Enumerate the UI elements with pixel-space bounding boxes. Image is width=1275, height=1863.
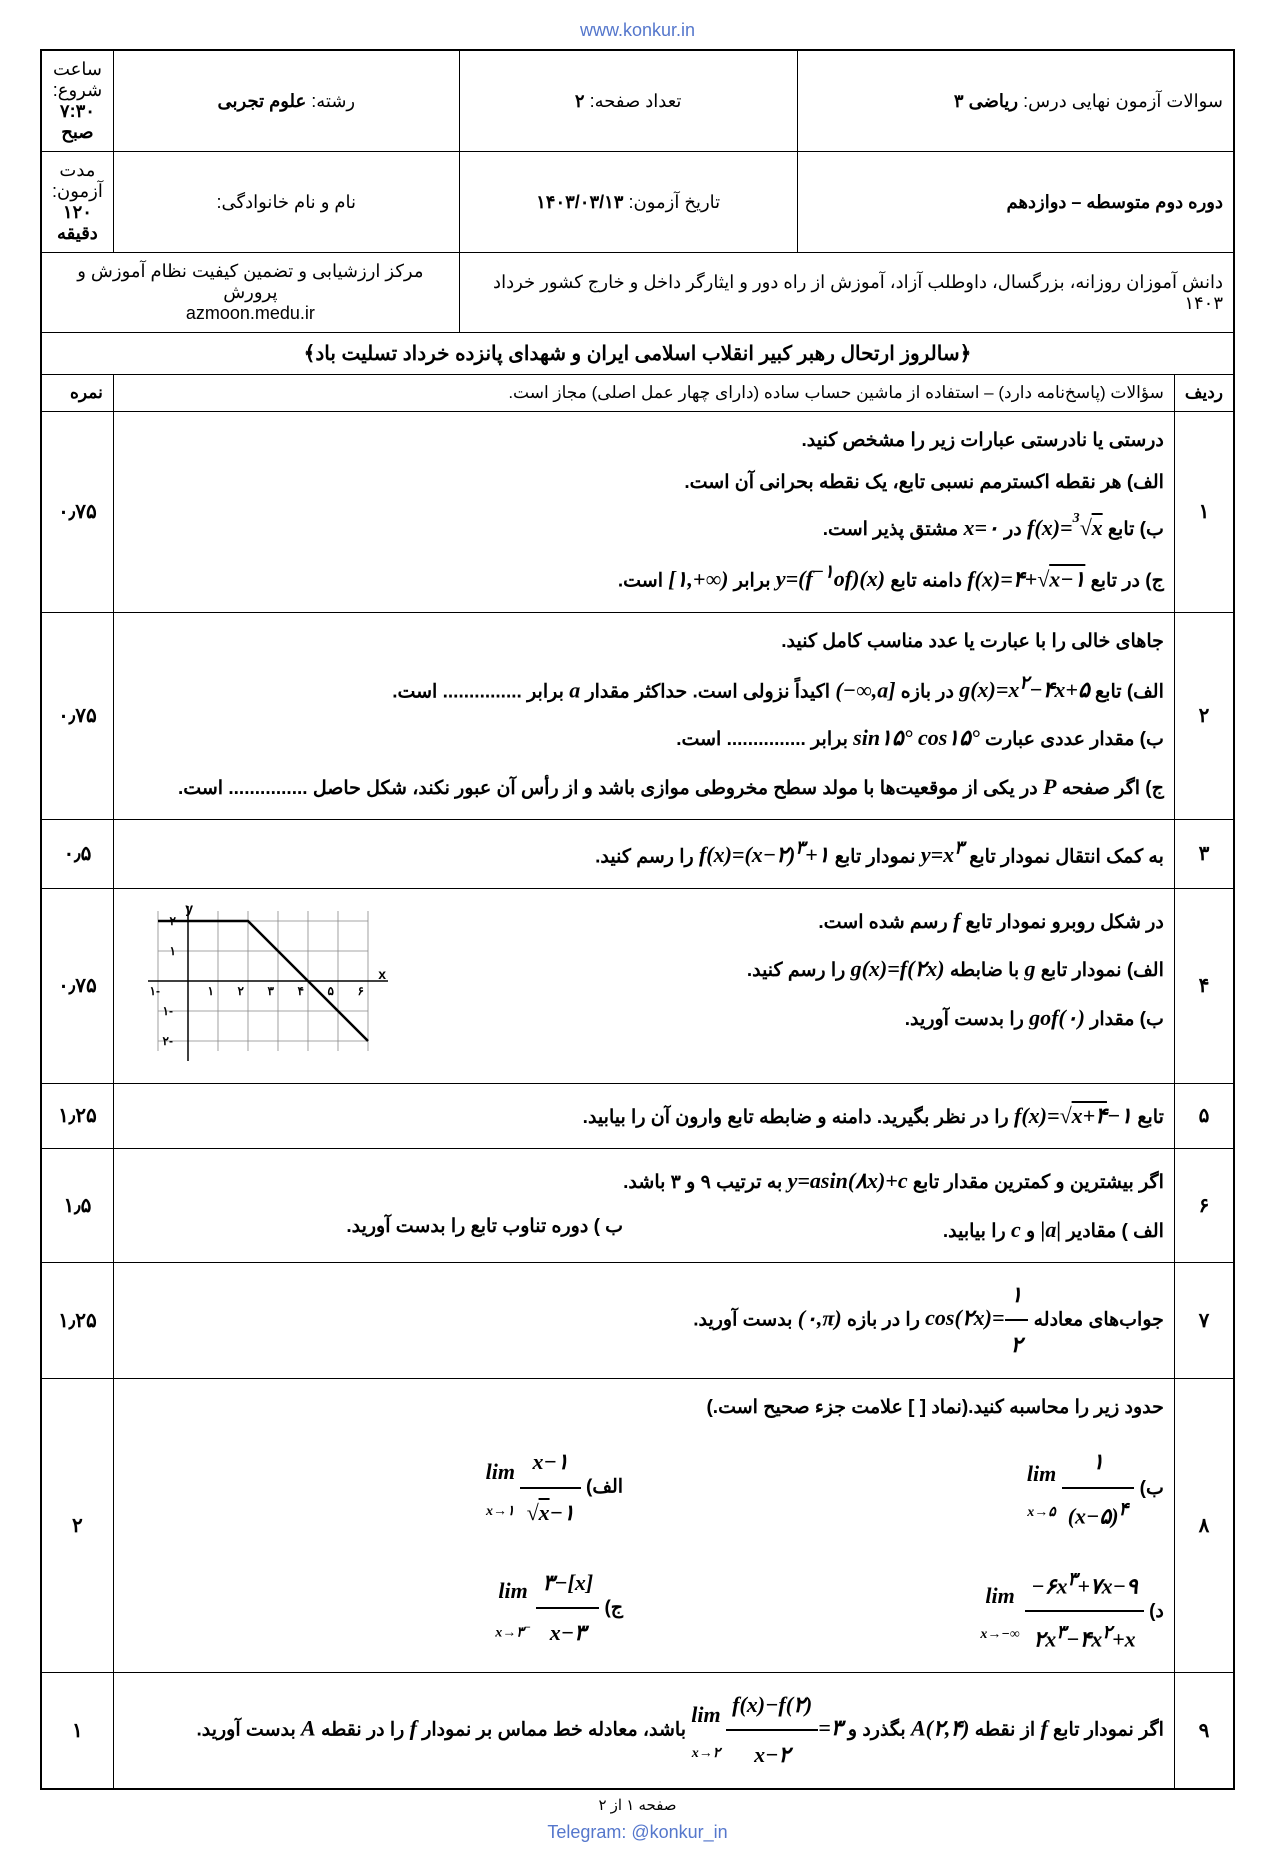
- q5-score: ۱٫۲۵: [41, 1083, 113, 1148]
- q3-num: ۳: [1174, 820, 1234, 889]
- name-cell: نام و نام خانوادگی:: [113, 152, 459, 253]
- q8-d: د) limx→−∞ −۶x۳+۷x−۹۲x۳−۴x۲+x: [665, 1559, 1164, 1664]
- pages-cell: تعداد صفحه: ۲: [459, 50, 797, 152]
- svg-text:۲: ۲: [237, 984, 244, 998]
- svg-text:۱: ۱: [169, 944, 175, 958]
- svg-text:۳: ۳: [267, 984, 274, 998]
- q2-score: ۰٫۷۵: [41, 612, 113, 819]
- field-cell: رشته: علوم تجربی: [113, 50, 459, 152]
- q5-content: تابع f(x)=√x+۴−۱ را در نظر بگیرید. دامنه…: [113, 1083, 1174, 1148]
- exam-table: سوالات آزمون نهایی درس: ریاضی ۳ تعداد صف…: [40, 49, 1235, 1790]
- q8-b: ب) limx→۵ ۱(x−۵)۴: [665, 1438, 1164, 1540]
- svg-text:x: x: [378, 966, 386, 982]
- q1-num: ۱: [1174, 412, 1234, 613]
- center-cell: مرکز ارزشیابی و تضمین کیفیت نظام آموزش و…: [41, 253, 459, 333]
- q6-content: اگر بیشترین و کمترین مقدار تابع y=asin(۸…: [113, 1149, 1174, 1263]
- duration-cell: مدت آزمون: ۱۲۰ دقیقه: [41, 152, 113, 253]
- q7-score: ۱٫۲۵: [41, 1262, 113, 1378]
- q4-num: ۴: [1174, 888, 1234, 1083]
- svg-text:۴: ۴: [297, 984, 303, 998]
- q9-content: اگر نمودار تابع f از نقطه A(۲,۴) بگذرد و…: [113, 1673, 1174, 1789]
- q3-content: به کمک انتقال نمودار تابع y=x۳ نمودار تا…: [113, 820, 1174, 889]
- q6-score: ۱٫۵: [41, 1149, 113, 1263]
- q1-content: درستی یا نادرستی عبارات زیر را مشخص کنید…: [113, 412, 1174, 613]
- start-cell: ساعت شروع: ۷:۳۰ صبح: [41, 50, 113, 152]
- svg-text:y: y: [185, 901, 193, 916]
- q7-num: ۷: [1174, 1262, 1234, 1378]
- q8-a: الف) limx→۱ x−۱√x−۱: [124, 1438, 623, 1540]
- q6-num: ۶: [1174, 1149, 1234, 1263]
- q2-content: جاهای خالی را با عبارت یا عدد مناسب کامل…: [113, 612, 1174, 819]
- svg-text:۶: ۶: [357, 984, 363, 998]
- instructions-cell: سؤالات (پاسخ‌نامه دارد) – استفاده از ماش…: [113, 375, 1174, 412]
- q9-num: ۹: [1174, 1673, 1234, 1789]
- course-cell: سوالات آزمون نهایی درس: ریاضی ۳: [797, 50, 1234, 152]
- q8-score: ۲: [41, 1378, 113, 1672]
- svg-text:۱: ۱: [207, 984, 213, 998]
- date-cell: تاریخ آزمون: ۱۴۰۳/۰۳/۱۳: [459, 152, 797, 253]
- top-url: www.konkur.in: [40, 20, 1235, 41]
- page-footer: صفحه ۱ از ۲: [40, 1796, 1235, 1814]
- q7-content: جواب‌های معادله cos(۲x)=۱۲ را در بازه (۰…: [113, 1262, 1174, 1378]
- q1-score: ۰٫۷۵: [41, 412, 113, 613]
- score-header: نمره: [41, 375, 113, 412]
- q8-num: ۸: [1174, 1378, 1234, 1672]
- q8-c: ج) limx→۳− ۳−[x]x−۳: [124, 1559, 623, 1664]
- svg-text:۲: ۲: [169, 914, 176, 928]
- svg-text:-۲: -۲: [162, 1034, 172, 1048]
- q4-content: x y ۲۱ -۱-۲ -۱۱ ۲۳ ۴۵ ۶ در شکل روبرو نمو…: [113, 888, 1174, 1083]
- level-cell: دوره دوم متوسطه – دوازدهم: [797, 152, 1234, 253]
- svg-text:۵: ۵: [327, 984, 334, 998]
- svg-text:-۱: -۱: [149, 984, 159, 998]
- q9-score: ۱: [41, 1673, 113, 1789]
- svg-text:-۱: -۱: [162, 1004, 172, 1018]
- students-cell: دانش آموزان روزانه، بزرگسال، داوطلب آزاد…: [459, 253, 1234, 333]
- q3-score: ۰٫۵: [41, 820, 113, 889]
- q4-graph: x y ۲ ۱ -۱ -۲ -۱ ۱ ۲ ۳ ۴ ۵ ۶: [138, 901, 398, 1071]
- row-header: ردیف: [1174, 375, 1234, 412]
- bottom-url: Telegram: @konkur_in: [40, 1822, 1235, 1843]
- banner-cell: ﴿سالروز ارتحال رهبر کبیر انقلاب اسلامی ا…: [41, 333, 1234, 375]
- q4-score: ۰٫۷۵: [41, 888, 113, 1083]
- q5-num: ۵: [1174, 1083, 1234, 1148]
- q8-content: حدود زیر را محاسبه کنید.(نماد [ ] علامت …: [113, 1378, 1174, 1672]
- q2-num: ۲: [1174, 612, 1234, 819]
